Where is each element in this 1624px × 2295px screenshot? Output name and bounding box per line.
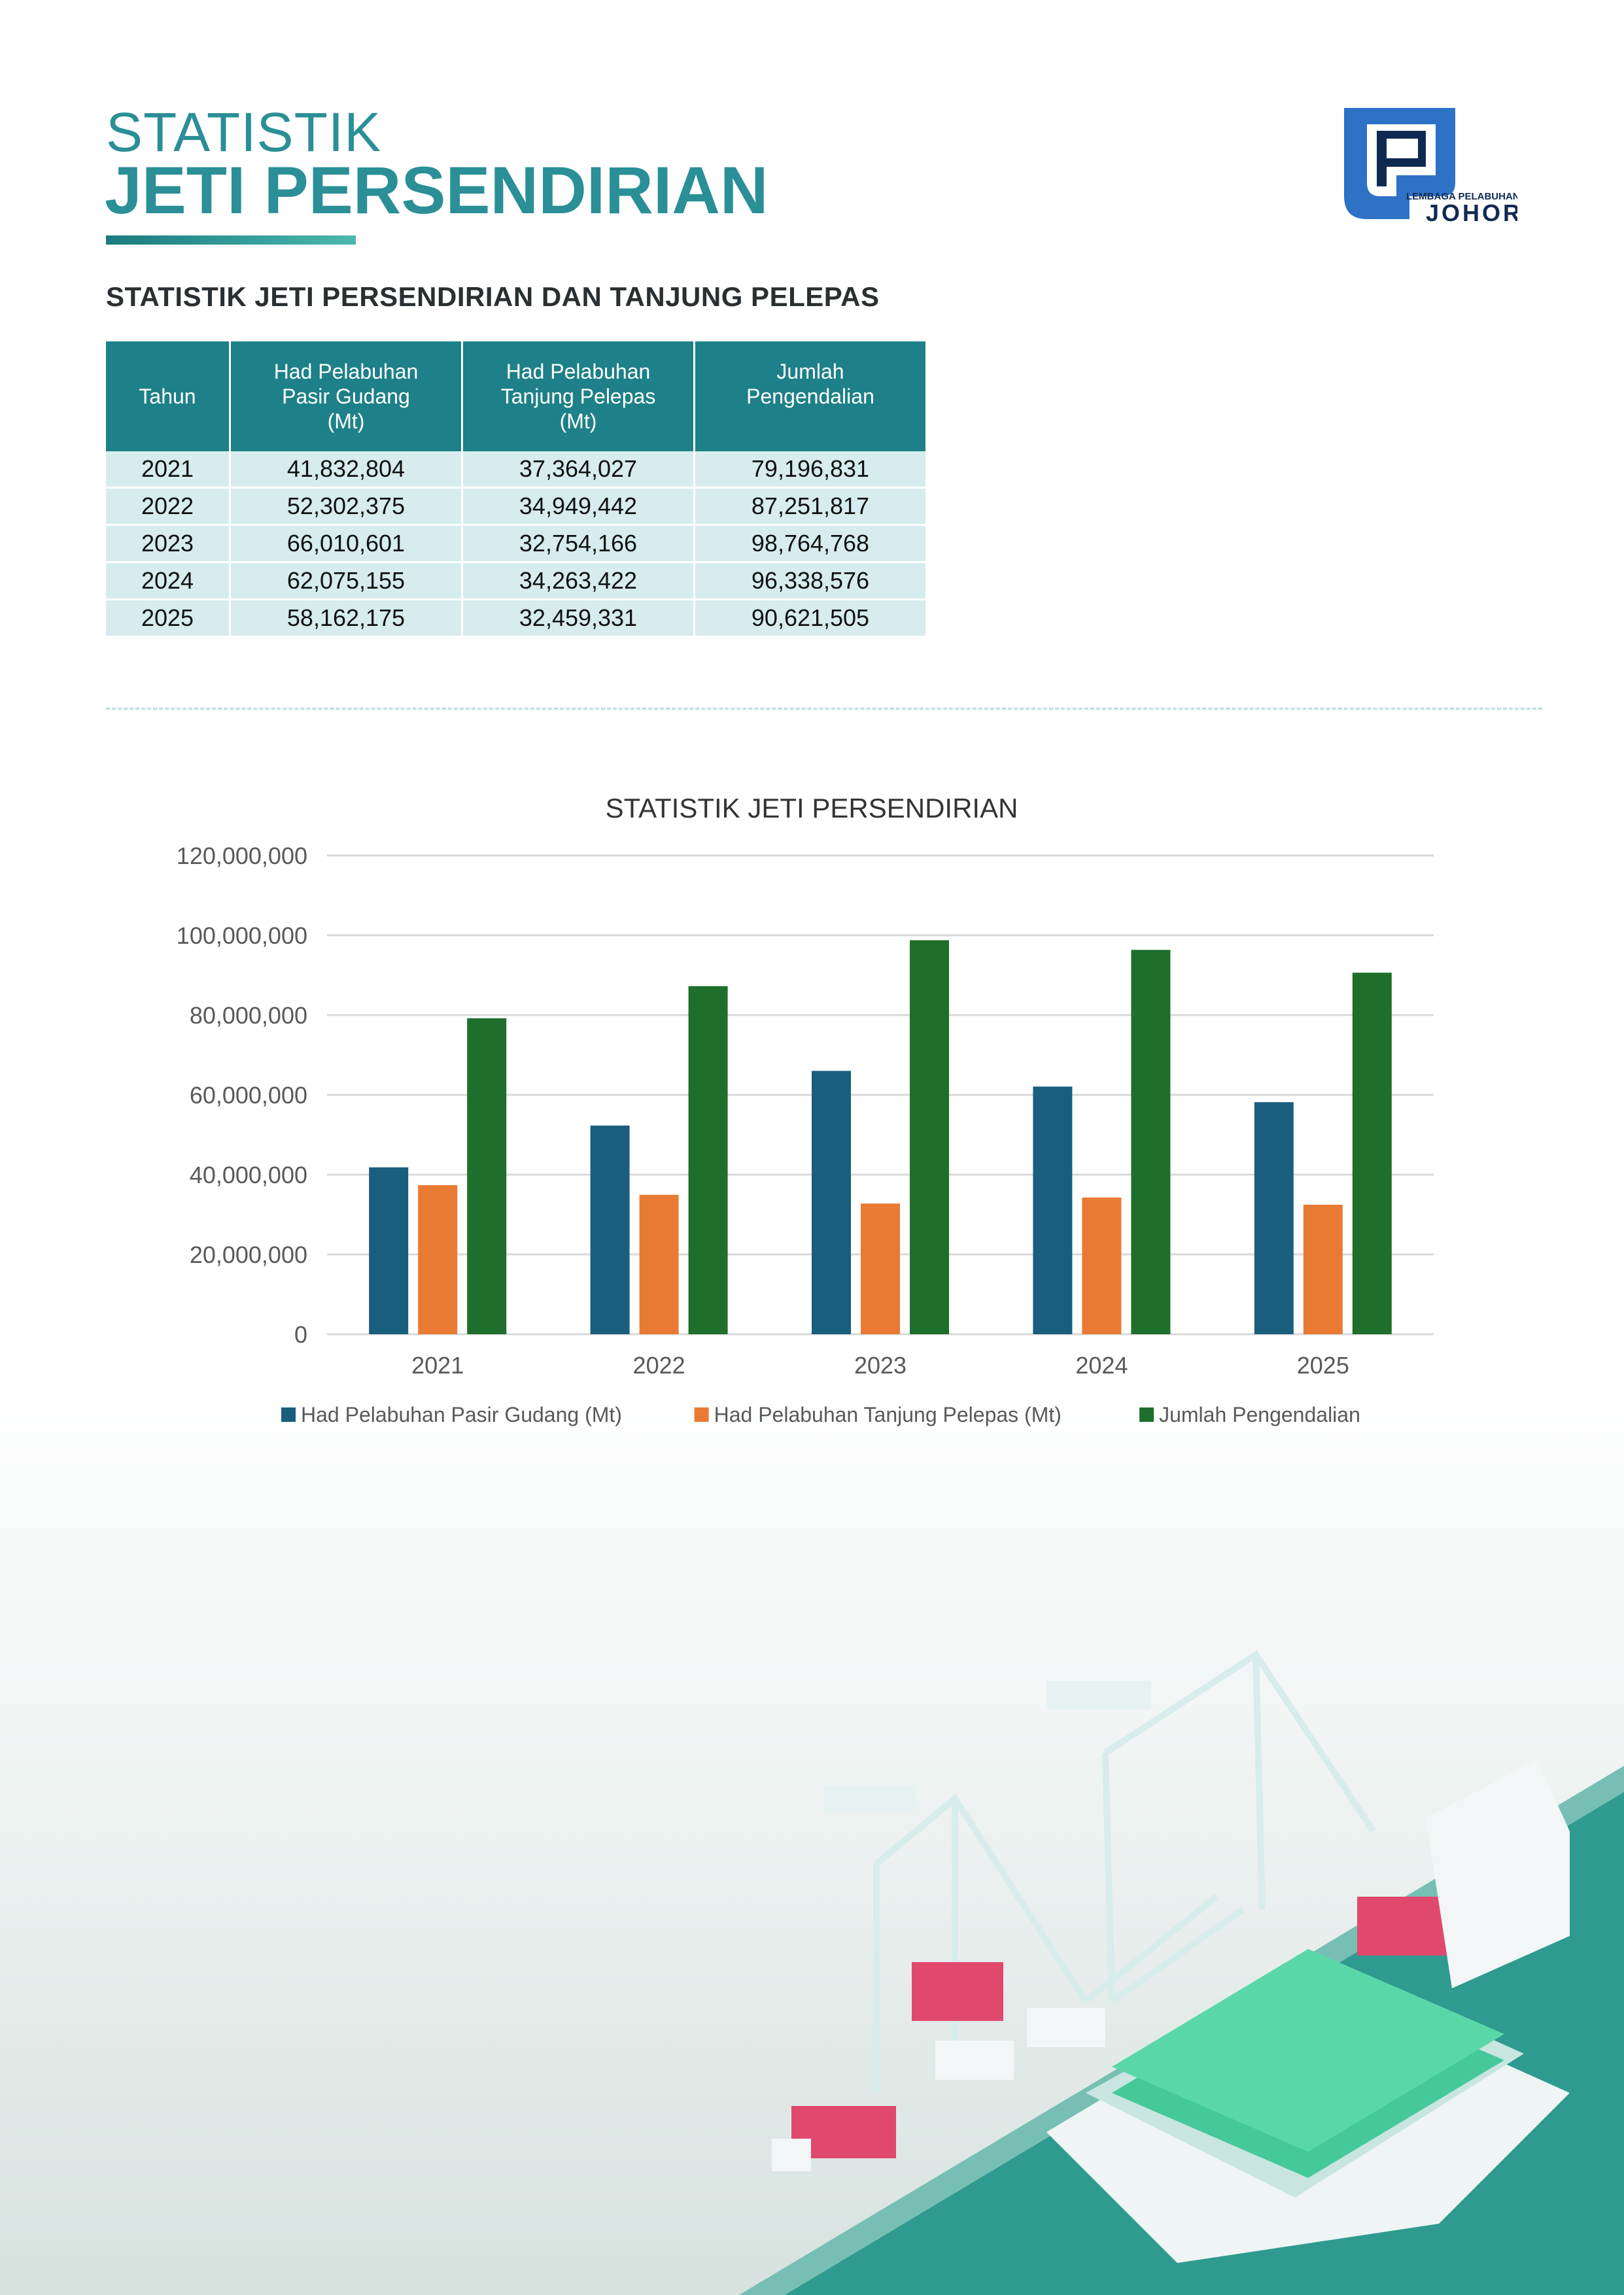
cell-tanjung-pelepas: 34,263,422 [462, 562, 695, 600]
cell-pasir-gudang: 52,302,375 [230, 487, 463, 526]
cell-year: 2024 [106, 562, 231, 600]
legend-label: Had Pelabuhan Tanjung Pelepas (Mt) [714, 1403, 1062, 1426]
cell-year: 2023 [106, 525, 231, 563]
cell-pasir-gudang: 62,075,155 [230, 562, 463, 600]
bar-chart: STATISTIK JETI PERSENDIRIAN 0 20,000,000 4… [177, 793, 1434, 1426]
y-tick-label: 80,000,000 [190, 1002, 307, 1029]
lembaga-pelabuhan-johor-logo: LEMBAGA PELABUHAN JOHOR [1344, 108, 1517, 226]
legend-label: Had Pelabuhan Pasir Gudang (Mt) [301, 1403, 622, 1426]
legend-swatch [281, 1407, 296, 1422]
cell-jumlah: 98,764,768 [694, 525, 925, 563]
col-header-year: Tahun [106, 341, 231, 451]
x-tick-label: 2023 [854, 1352, 907, 1379]
cell-year: 2021 [106, 451, 231, 489]
bar-2021-series-1 [418, 1185, 458, 1334]
bar-2024-series-0 [1033, 1086, 1073, 1334]
cell-pasir-gudang: 66,010,601 [230, 525, 463, 563]
y-tick-label: 60,000,000 [190, 1082, 307, 1109]
cell-pasir-gudang: 58,162,175 [230, 599, 463, 638]
logo-caption-large: JOHOR [1426, 199, 1517, 226]
hanging-container [912, 1962, 1003, 2021]
x-tick-label: 2022 [633, 1352, 685, 1379]
bar-2022-series-2 [688, 986, 728, 1334]
cell-jumlah: 87,251,817 [694, 487, 925, 526]
table-heading: STATISTIK JETI PERSENDIRIAN DAN TANJUNG … [106, 281, 880, 312]
y-tick-label: 0 [294, 1321, 307, 1348]
table-row: 2022 52,302,375 34,949,442 87,251,817 [106, 487, 925, 526]
legend-swatch [694, 1407, 709, 1422]
hanging-container [1357, 1897, 1449, 1956]
bar-2025-series-2 [1352, 973, 1392, 1334]
table-row: 2023 66,010,601 32,754,166 98,764,768 [106, 525, 925, 563]
table-row: 2025 58,162,175 32,459,331 90,621,505 [106, 599, 925, 638]
y-tick-label: 100,000,000 [177, 922, 307, 949]
cell-jumlah: 96,338,576 [694, 562, 925, 600]
col-header-jumlah: Jumlah Pengendalian [694, 341, 925, 451]
x-tick-label: 2024 [1075, 1352, 1128, 1379]
y-tick-label: 40,000,000 [190, 1162, 307, 1188]
trucks [772, 2008, 1105, 2171]
bar-2025-series-0 [1254, 1102, 1294, 1334]
logo-caption-small: LEMBAGA PELABUHAN [1406, 191, 1517, 202]
bar-2024-series-1 [1082, 1197, 1122, 1334]
legend-swatch [1139, 1407, 1154, 1422]
crane-cab [1046, 1681, 1151, 1710]
bar-2023-series-1 [861, 1203, 900, 1334]
bar-2021-series-0 [369, 1167, 409, 1334]
table-header-row: Tahun Had Pelabuhan Pasir Gudang (Mt) Had … [106, 341, 925, 451]
port-illustration [739, 1650, 1624, 2295]
title-underline [106, 235, 356, 245]
container-stack [1112, 1949, 1504, 2178]
x-tick-label: 2025 [1297, 1352, 1349, 1379]
table-row: 2024 62,075,155 34,263,422 96,338,576 [106, 562, 925, 600]
bar-2023-series-0 [812, 1071, 851, 1334]
bar-2022-series-0 [590, 1125, 630, 1334]
y-tick-label: 120,000,000 [177, 842, 307, 869]
bar-2022-series-1 [639, 1194, 679, 1334]
section-divider [106, 708, 1542, 710]
cell-tanjung-pelepas: 34,949,442 [462, 487, 695, 526]
table-row: 2021 41,832,804 37,364,027 79,196,831 [106, 451, 925, 489]
cell-jumlah: 79,196,831 [694, 451, 925, 489]
cell-year: 2022 [106, 487, 231, 526]
cell-tanjung-pelepas: 32,754,166 [462, 525, 695, 563]
cell-tanjung-pelepas: 32,459,331 [462, 599, 695, 638]
terminal-building [1426, 1759, 1570, 1988]
bar-2025-series-1 [1303, 1204, 1343, 1334]
chart-title: STATISTIK JETI PERSENDIRIAN [606, 793, 1018, 823]
y-tick-label: 20,000,000 [190, 1241, 307, 1268]
page-title-line1: STATISTIK [106, 101, 382, 163]
col-header-pasir-gudang: Had Pelabuhan Pasir Gudang (Mt) [230, 341, 463, 451]
cell-tanjung-pelepas: 37,364,027 [462, 451, 695, 489]
bar-2021-series-2 [467, 1018, 507, 1334]
bar-2024-series-2 [1131, 950, 1171, 1334]
page-title-line2: JETI PERSENDIRIAN [105, 153, 769, 228]
cell-pasir-gudang: 41,832,804 [230, 451, 463, 489]
statistics-table: Tahun Had Pelabuhan Pasir Gudang (Mt) Had … [106, 341, 925, 638]
cell-year: 2025 [106, 599, 231, 638]
x-tick-label: 2021 [411, 1352, 464, 1379]
cell-jumlah: 90,621,505 [694, 599, 925, 638]
crane-cab [824, 1786, 916, 1812]
bar-2023-series-2 [910, 940, 949, 1334]
col-header-tanjung-pelepas: Had Pelabuhan Tanjung Pelepas (Mt) [462, 341, 695, 451]
legend-label: Jumlah Pengendalian [1159, 1403, 1360, 1426]
